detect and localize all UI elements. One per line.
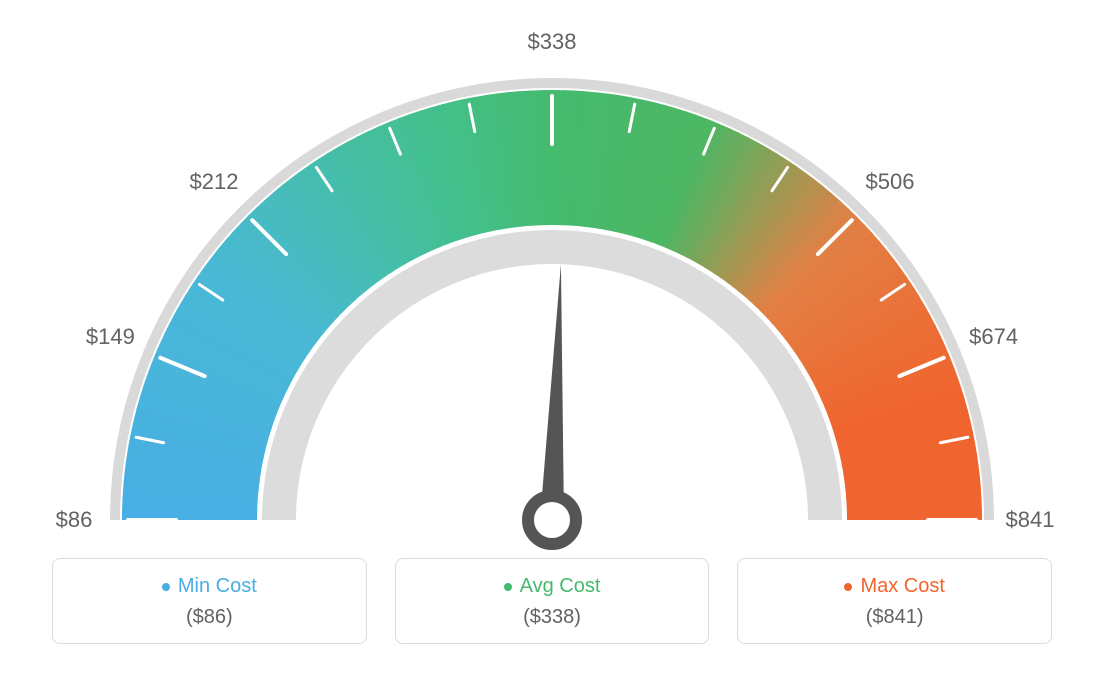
legend-row: Min Cost ($86) Avg Cost ($338) Max Cost … xyxy=(52,558,1052,644)
legend-card-max: Max Cost ($841) xyxy=(737,558,1052,644)
legend-value-max: ($841) xyxy=(866,606,924,629)
gauge-tick-label: $841 xyxy=(1006,507,1055,533)
dot-icon xyxy=(162,583,170,591)
legend-label-max: Max Cost xyxy=(844,575,944,598)
legend-card-min: Min Cost ($86) xyxy=(52,558,367,644)
dot-icon xyxy=(504,583,512,591)
gauge-tick-label: $149 xyxy=(86,324,135,350)
legend-card-avg: Avg Cost ($338) xyxy=(395,558,710,644)
legend-value-min: ($86) xyxy=(186,606,233,629)
legend-value-avg: ($338) xyxy=(523,606,581,629)
legend-label-text: Avg Cost xyxy=(520,575,601,598)
legend-label-min: Min Cost xyxy=(162,575,257,598)
gauge-tick-label: $506 xyxy=(866,169,915,195)
gauge-tick-label: $86 xyxy=(56,507,93,533)
gauge-tick-label: $338 xyxy=(528,29,577,55)
gauge-tick-label: $674 xyxy=(969,324,1018,350)
dot-icon xyxy=(844,583,852,591)
legend-label-avg: Avg Cost xyxy=(504,575,601,598)
legend-label-text: Max Cost xyxy=(860,575,944,598)
gauge-chart: $86 $149 $212 $338 $506 $674 $841 xyxy=(52,10,1052,550)
legend-label-text: Min Cost xyxy=(178,575,257,598)
gauge-tick-label: $212 xyxy=(190,169,239,195)
gauge-svg xyxy=(52,10,1052,550)
